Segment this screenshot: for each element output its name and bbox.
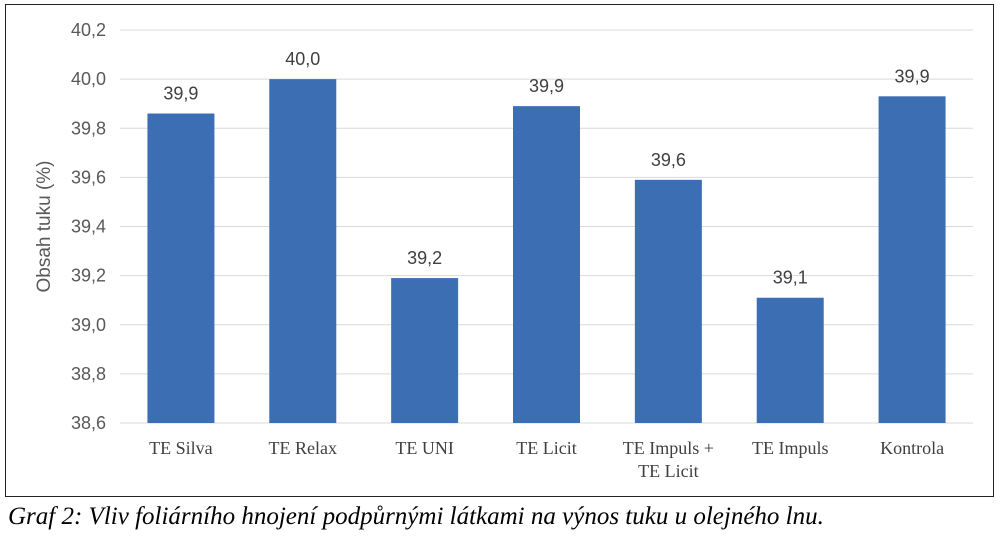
x-category-label: TE Impuls + [623,438,714,458]
figure-caption: Graf 2: Vliv foliárního hnojení podpůrný… [8,503,824,530]
bar [634,179,702,423]
x-category-label: TE Licit [516,438,576,458]
data-label: 39,1 [773,268,808,288]
y-tick-label: 39,0 [71,315,106,335]
y-tick-label: 39,6 [71,167,106,187]
bar-chart: 39,9 40,0 39,2 39,9 39,6 39,1 39,9 38,6 38,8 39,… [34,20,973,481]
bar [269,79,337,423]
y-tick-label: 39,8 [71,118,106,138]
data-label: 39,9 [895,66,930,86]
bar [878,96,946,423]
y-tick-label: 40,2 [71,20,106,40]
y-tick-label: 39,2 [71,266,106,286]
x-category-label: TE Silva [149,438,213,458]
bar [391,278,459,423]
y-tick-label: 38,6 [71,413,106,433]
data-label: 39,9 [163,84,198,104]
x-category-label: TE Relax [269,438,337,458]
data-label: 39,2 [407,248,442,268]
y-axis-label: Obsah tuku (%) [34,161,55,293]
x-axis-categories: TE Silva TE Relax TE UNI TE Licit TE Impuls … [149,438,944,481]
y-tick-label: 38,8 [71,364,106,384]
x-category-label: TE Impuls [752,438,829,458]
bars [147,79,946,424]
x-category-label: Kontrola [880,438,944,458]
bar [513,106,580,424]
y-axis-ticks: 38,6 38,8 39,0 39,2 39,4 39,6 39,8 40,0 40,2 [71,20,106,433]
x-category-label: TE UNI [395,438,453,458]
x-category-label: TE Licit [638,461,698,481]
chart-frame: 39,9 40,0 39,2 39,9 39,6 39,1 39,9 38,6 38,8 39,… [5,4,994,497]
data-label: 40,0 [285,49,320,69]
data-labels: 39,9 40,0 39,2 39,9 39,6 39,1 39,9 [163,49,929,288]
data-label: 39,9 [529,76,564,96]
y-tick-label: 39,4 [71,217,106,237]
y-tick-label: 40,0 [71,69,106,89]
data-label: 39,6 [651,150,686,170]
bar [756,297,824,423]
bar [147,113,215,423]
